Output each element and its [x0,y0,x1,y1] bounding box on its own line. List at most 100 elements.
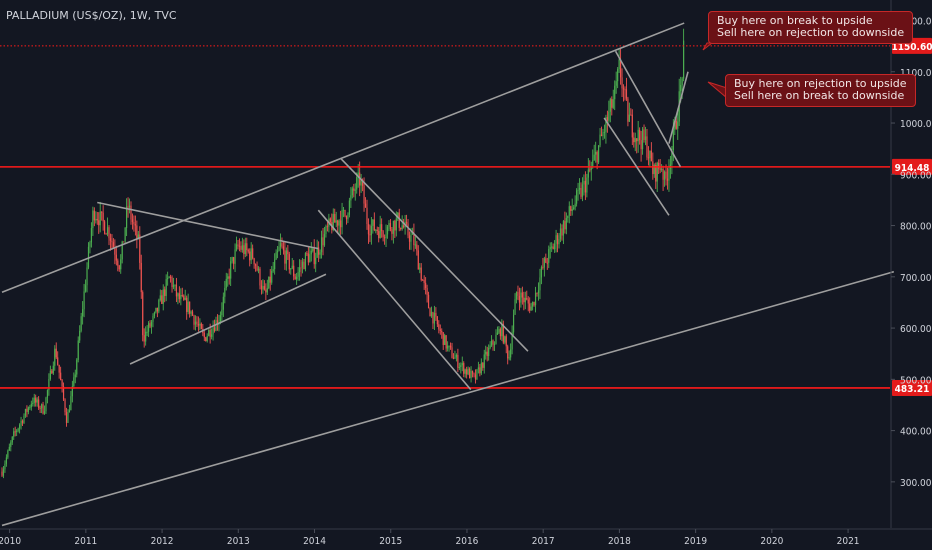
price-label-badge [892,379,932,396]
candle-down [293,265,295,277]
candle-up [8,446,10,451]
candle-down [57,357,59,365]
candle-down [367,224,370,235]
candle-up [230,261,232,279]
candle-up [414,244,416,246]
candle-up [272,269,274,272]
candle-up [562,221,565,236]
candle-up [310,250,312,255]
candle-up [397,212,399,219]
candle-up [5,457,7,464]
trendline [1,22,685,293]
candle-up [342,209,345,211]
candle-up [319,252,321,255]
candle-up [7,450,9,458]
candle-up [174,284,176,286]
candle-down [400,227,402,230]
candle-up [370,225,372,236]
candle-up [586,177,588,193]
candle-down [42,404,44,414]
trendline [317,209,472,391]
candle-up [608,111,610,121]
candle-up [375,229,377,231]
annotation-box-lower[interactable]: Buy here on rejection to upside Sell her… [725,74,916,107]
candle-up [558,238,560,245]
candle-up [106,227,109,235]
candle-down [254,264,257,266]
annotation-lower-line1: Buy here on rejection to upside [734,77,907,90]
candle-up [577,189,579,191]
candle-up [10,442,12,447]
x-tick-label: 2014 [303,536,326,547]
candle-up [291,265,293,269]
candle-up [532,301,534,307]
candle-up [512,314,515,333]
candle-down [112,242,115,248]
candle-up [99,211,101,226]
candle-up [495,334,497,344]
candle-down [282,246,285,251]
candle-up [231,257,233,262]
candle-down [625,89,628,99]
candle-down [98,220,100,226]
candle-up [543,258,545,268]
candle-up [90,227,93,243]
candlestick-series [1,28,685,479]
candle-down [407,223,409,236]
candle-down [240,246,242,250]
candle-up [350,195,352,201]
candle-up [268,276,270,289]
candle-down [123,241,125,243]
candle-down [62,386,65,400]
candle-down [307,253,309,263]
candle-up [125,206,128,228]
candle-up [172,285,175,288]
x-tick-label: 2013 [227,536,250,547]
candle-up [323,234,326,246]
candle-up [48,378,50,391]
candle-down [639,129,641,141]
candle-down [561,228,563,236]
candle-up [433,312,436,324]
candle-down [529,303,531,311]
candle-up [392,220,394,234]
annotation-box-upper[interactable]: Buy here on break to upside Sell here on… [708,11,914,44]
candle-up [583,180,585,185]
candle-up [593,154,595,161]
candle-down [363,185,365,204]
candle-up [672,129,674,150]
candle-down [340,220,342,228]
candle-up [168,276,170,278]
candle-down [64,399,66,413]
candle-down [636,138,638,142]
candle-down [288,254,290,270]
candle-down [149,323,151,327]
candle-down [499,329,501,337]
candle-up [32,402,34,404]
candle-up [348,200,351,215]
candle-down [398,212,400,228]
candle-up [20,420,22,425]
y-tick-label: 300.00 [900,478,932,489]
candle-down [606,117,608,121]
candle-up [159,295,161,301]
candle-up [609,99,611,112]
candle-up [296,276,298,280]
candle-down [646,136,648,158]
candle-up [460,365,462,367]
candle-up [77,340,79,360]
candle-down [161,295,163,304]
candle-down [622,88,625,90]
candle-up [84,285,87,292]
candle-up [147,323,150,332]
candle-down [403,225,405,228]
candle-up [279,243,282,247]
candle-up [649,150,651,159]
x-tick-label: 2021 [837,536,860,547]
candle-down [213,327,216,331]
annotation-pointer-upper [702,42,714,51]
horizontal-levels: 1150.60 914.48 483.21 [0,37,932,396]
annotation-upper-line2: Sell here on rejection to downside [717,26,905,39]
candle-up [634,138,636,143]
